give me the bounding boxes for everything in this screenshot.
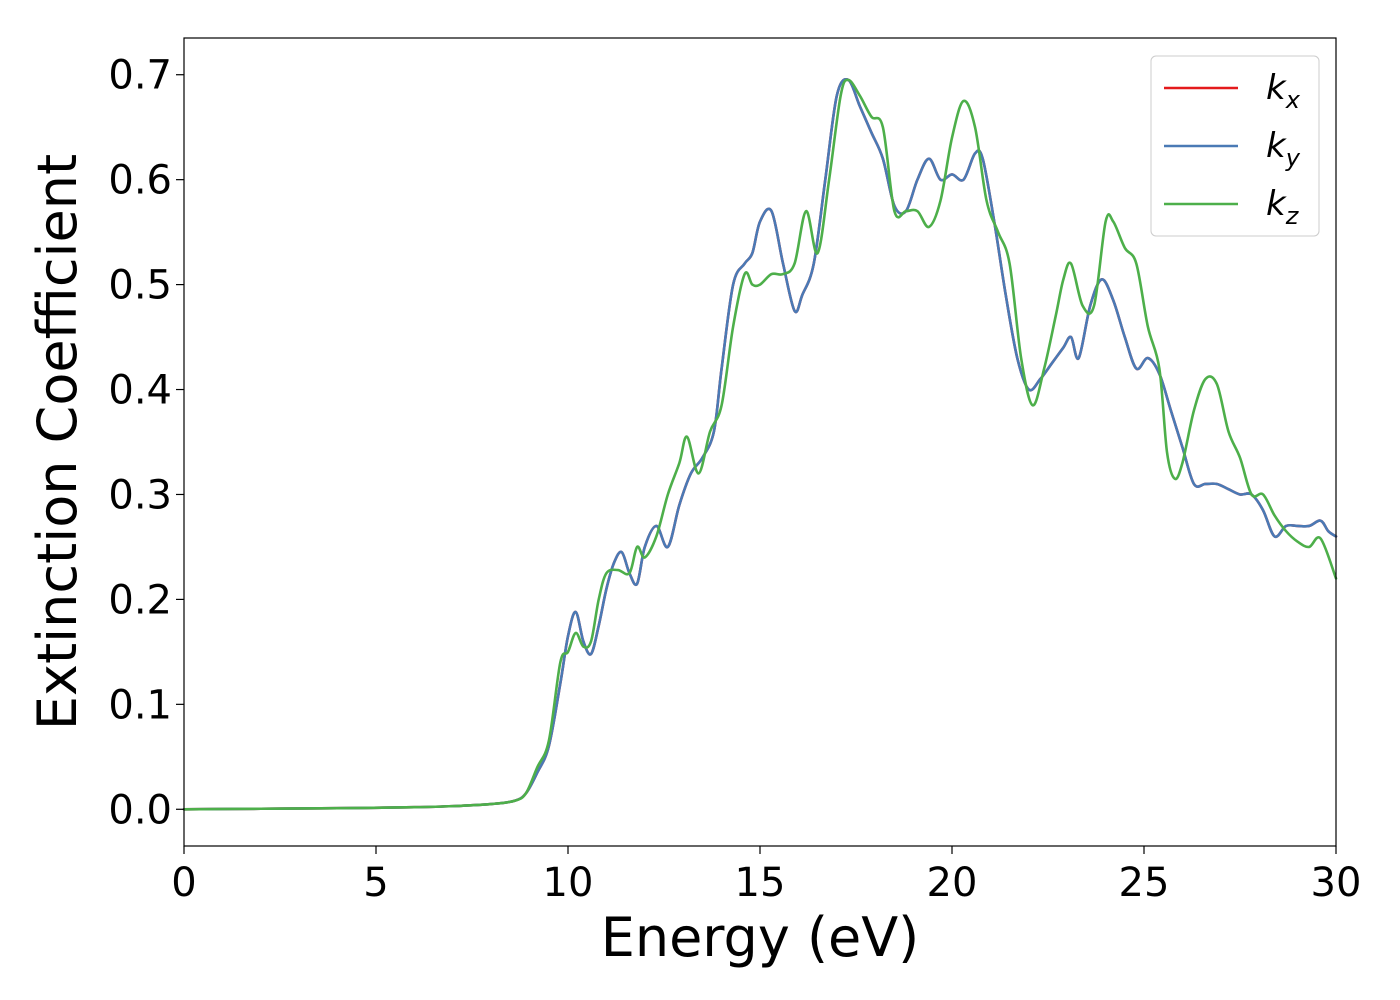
y-tick-label: 0.4 bbox=[108, 368, 172, 414]
legend-label-base: k bbox=[1266, 126, 1287, 166]
legend-label-subscript: x bbox=[1285, 86, 1301, 114]
y-tick-label: 0.5 bbox=[108, 263, 172, 309]
legend-label-z: kz bbox=[1266, 184, 1300, 230]
y-tick-label: 0.1 bbox=[108, 682, 172, 728]
x-tick-label: 15 bbox=[735, 860, 786, 906]
x-tick-label: 30 bbox=[1311, 860, 1362, 906]
legend-label-subscript: z bbox=[1285, 202, 1300, 230]
x-tick-label: 20 bbox=[927, 860, 978, 906]
legend-label-subscript: y bbox=[1285, 144, 1301, 172]
y-tick-label: 0.6 bbox=[108, 158, 172, 204]
x-tick-label: 5 bbox=[363, 860, 388, 906]
y-tick-label: 0.0 bbox=[108, 787, 172, 833]
y-axis-label: Extinction Coefficient bbox=[26, 154, 89, 730]
series-line-y bbox=[182, 78, 1338, 811]
y-tick-label: 0.2 bbox=[108, 577, 172, 623]
legend-label-base: k bbox=[1266, 68, 1287, 108]
y-tick-label: 0.7 bbox=[108, 53, 172, 99]
x-tick-label: 10 bbox=[543, 860, 594, 906]
legend-label-x: kx bbox=[1266, 68, 1301, 114]
series-line-z bbox=[182, 78, 1338, 811]
x-tick-label: 0 bbox=[171, 860, 196, 906]
plot-area bbox=[184, 38, 1336, 846]
x-axis-label: Energy (eV) bbox=[601, 906, 920, 969]
series-layer bbox=[182, 78, 1338, 811]
x-axis-ticks: 0 5 10 15 20 25 30 bbox=[171, 846, 1361, 906]
y-axis-ticks: 0.0 0.1 0.2 0.3 0.4 0.5 0.6 0.7 bbox=[108, 53, 184, 833]
legend-label-base: k bbox=[1266, 184, 1287, 224]
x-tick-label: 25 bbox=[1119, 860, 1170, 906]
y-tick-label: 0.3 bbox=[108, 472, 172, 518]
legend-label-y: ky bbox=[1266, 126, 1301, 172]
